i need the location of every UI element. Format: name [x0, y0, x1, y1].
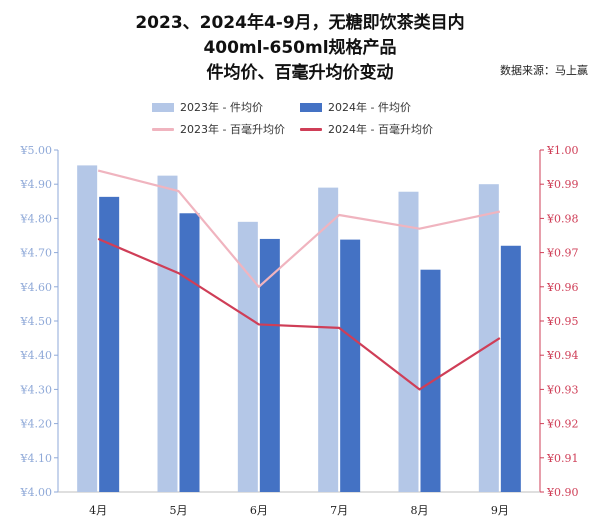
legend-label-2024-bar: 2024年 - 件均价: [328, 101, 411, 114]
x-tick-label: 5月: [170, 504, 188, 517]
legend-swatch-2024-bar: [300, 102, 322, 112]
y-right-tick-label: ¥0.97: [546, 247, 579, 260]
bar-2024-4: [420, 269, 441, 492]
chart-title-line-1: 2023、2024年4-9月，无糖即饮茶类目内: [135, 13, 465, 33]
y-right-tick-label: ¥0.94: [546, 349, 579, 362]
y-left-tick-label: ¥4.70: [20, 247, 53, 260]
y-right-tick-label: ¥0.93: [546, 383, 579, 396]
bar-2023-2: [237, 221, 258, 492]
bar-2023-3: [318, 187, 339, 492]
x-tick-label: 4月: [89, 504, 107, 517]
chart-title-line-3: 件均价、百毫升均价变动: [206, 63, 394, 83]
legend-swatch-2023-line: [152, 127, 174, 131]
y-left-tick-label: ¥4.60: [20, 281, 53, 294]
x-tick-label: 7月: [330, 504, 348, 517]
x-tick-label: 8月: [411, 504, 429, 517]
data-source-note: 数据来源：马上赢: [500, 64, 588, 77]
chart-title-line-2: 400ml-650ml规格产品: [203, 38, 397, 58]
bar-2023-5: [478, 184, 499, 492]
y-left-tick-label: ¥4.30: [20, 383, 53, 396]
bar-2023-1: [157, 175, 178, 492]
y-left-tick-label: ¥5.00: [20, 144, 53, 157]
legend-label-2024-line: 2024年 - 百毫升均价: [328, 123, 433, 136]
y-right-tick-label: ¥0.90: [546, 486, 579, 499]
bar-2024-3: [340, 239, 361, 492]
legend-item-2024-bar: 2024年 - 件均价: [300, 99, 411, 115]
bar-2023-4: [398, 191, 419, 492]
bar-2024-0: [99, 196, 120, 492]
y-left-tick-label: ¥4.50: [20, 315, 53, 328]
y-left-tick-label: ¥4.00: [20, 486, 53, 499]
bar-2024-2: [259, 238, 280, 492]
bar-2024-5: [500, 245, 521, 492]
y-right-tick-label: ¥1.00: [546, 144, 579, 157]
legend-item-2023-bar: 2023年 - 件均价: [152, 99, 263, 115]
y-left-tick-label: ¥4.20: [20, 418, 53, 431]
y-right-tick-label: ¥0.99: [546, 178, 579, 191]
y-left-tick-label: ¥4.40: [20, 349, 53, 362]
y-left-tick-label: ¥4.80: [20, 212, 53, 225]
bar-2023-0: [77, 165, 98, 492]
y-left-tick-label: ¥4.90: [20, 178, 53, 191]
bar-2024-1: [179, 213, 200, 492]
legend-swatch-2023-bar: [152, 102, 174, 112]
y-right-tick-label: ¥0.91: [546, 452, 579, 465]
x-tick-label: 6月: [250, 504, 268, 517]
legend-label-2023-bar: 2023年 - 件均价: [180, 101, 263, 114]
x-tick-label: 9月: [491, 504, 509, 517]
legend-item-2023-line: 2023年 - 百毫升均价: [152, 121, 285, 137]
legend-swatch-2024-line: [300, 127, 322, 131]
line-series-2023: [97, 169, 501, 288]
y-right-tick-label: ¥0.98: [546, 212, 579, 225]
legend-label-2023-line: 2023年 - 百毫升均价: [180, 123, 285, 136]
legend-item-2024-line: 2024年 - 百毫升均价: [300, 121, 433, 137]
y-right-tick-label: ¥0.92: [546, 418, 579, 431]
y-left-tick-label: ¥4.10: [20, 452, 53, 465]
y-right-tick-label: ¥0.96: [546, 281, 579, 294]
y-right-tick-label: ¥0.95: [546, 315, 579, 328]
line-series-2024: [97, 237, 501, 391]
